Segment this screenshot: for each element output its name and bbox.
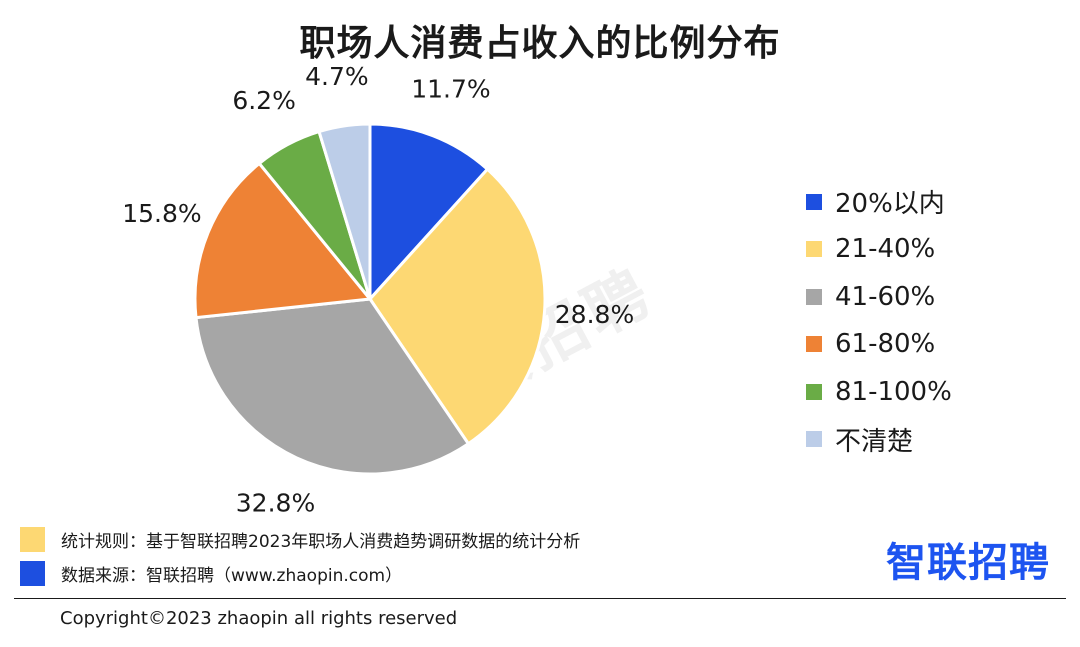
stat-rule-note: 统计规则：基于智联招聘2023年职场人消费趋势调研数据的统计分析	[20, 527, 580, 552]
source-swatch	[20, 561, 45, 586]
footer-divider	[14, 598, 1066, 599]
legend-swatch	[806, 336, 822, 353]
legend-item-0: 20%以内	[806, 178, 952, 226]
legend-swatch	[806, 241, 822, 258]
legend-label: 20%以内	[835, 189, 945, 220]
pie-slice-5	[317, 122, 372, 300]
legend-item-1: 21-40%	[806, 226, 952, 274]
copyright-text: Copyright©2023 zhaopin all rights reserv…	[60, 608, 458, 629]
legend-swatch	[806, 193, 822, 210]
pie-value-label-1: 28.8%	[555, 300, 634, 329]
legend-label: 21-40%	[835, 234, 936, 265]
stat-rule-text: 统计规则：基于智联招聘2023年职场人消费趋势调研数据的统计分析	[61, 532, 581, 552]
pie-slice-2	[194, 297, 471, 476]
pie-value-label-2: 32.8%	[236, 489, 315, 518]
pie-value-label-3: 15.8%	[122, 199, 201, 228]
legend-item-5: 不清楚	[806, 416, 952, 464]
pie-value-label-4: 6.2%	[232, 86, 296, 115]
legend-item-4: 81-100%	[806, 368, 952, 416]
chart-title: 职场人消费占收入的比例分布	[299, 23, 781, 64]
legend-item-3: 61-80%	[806, 321, 952, 369]
legend-label: 不清楚	[835, 426, 914, 457]
legend-label: 41-60%	[835, 281, 936, 312]
legend-item-2: 41-60%	[806, 273, 952, 321]
data-source-text: 数据来源：智联招聘（www.zhaopin.com）	[61, 566, 403, 586]
legend-swatch	[806, 383, 822, 400]
legend-label: 61-80%	[835, 329, 936, 360]
pie-value-label-0: 11.7%	[411, 75, 490, 104]
pie-slice-1	[368, 167, 547, 446]
data-source-note: 数据来源：智联招聘（www.zhaopin.com）	[20, 561, 402, 586]
legend-label: 81-100%	[835, 376, 952, 407]
pie-slices	[193, 122, 547, 476]
legend-swatch	[806, 431, 822, 448]
rule-swatch	[20, 527, 45, 552]
legend-swatch	[806, 288, 822, 305]
brand-logo: 智联招聘	[886, 540, 1050, 586]
pie-value-label-5: 4.7%	[305, 62, 369, 91]
legend: 20%以内 21-40% 41-60% 61-80% 81-100% 不清楚	[806, 178, 952, 463]
pie-slice-0	[368, 122, 490, 303]
pie-labels: 11.7% 28.8% 32.8% 15.8% 6.2% 4.7%	[122, 62, 634, 518]
pie-slice-3	[193, 161, 373, 320]
pie-chart: 11.7% 28.8% 32.8% 15.8% 6.2% 4.7%	[122, 62, 634, 518]
